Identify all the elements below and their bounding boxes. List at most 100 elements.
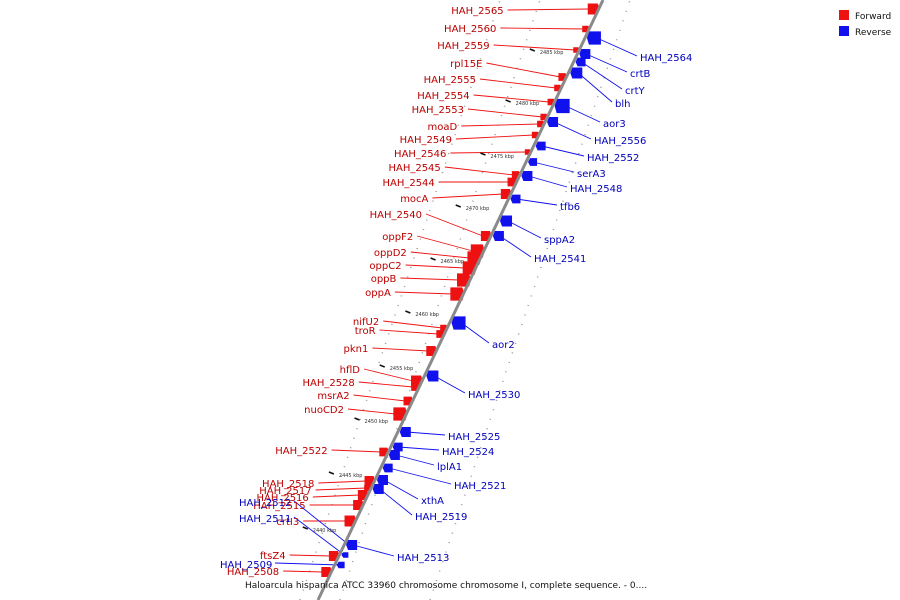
forward-gene-label[interactable]: HAH_2516: [256, 493, 308, 504]
forward-gene-leader: [410, 251, 470, 259]
reverse-gene-label[interactable]: crtB: [630, 69, 651, 80]
reverse-gene-arrow: [451, 316, 466, 330]
forward-gene-label[interactable]: nifU2: [353, 317, 379, 328]
forward-gene-label[interactable]: ftsZ4: [260, 551, 286, 562]
forward-gene-label[interactable]: HAH_2565: [451, 6, 503, 17]
reverse-gene-label[interactable]: HAH_2552: [587, 153, 639, 164]
reverse-gene-arrow: [382, 463, 393, 473]
reverse-gene-leader: [388, 467, 452, 485]
forward-gene-label[interactable]: HAH_2549: [400, 135, 452, 146]
forward-gene-label[interactable]: rpl15E: [450, 59, 482, 70]
forward-gene-leader: [394, 291, 453, 295]
reverse-gene-arrow: [535, 141, 546, 151]
forward-gene-label[interactable]: HAH_2517: [259, 486, 311, 497]
reverse-gene-leader: [532, 161, 575, 173]
forward-gene-label[interactable]: HAH_2515: [253, 501, 305, 512]
reverse-gene-label[interactable]: HAH_2521: [454, 481, 506, 492]
forward-gene-label[interactable]: hflD: [340, 365, 361, 376]
forward-gene-label[interactable]: HAH_2522: [275, 446, 327, 457]
reverse-gene-label[interactable]: HAH_2519: [415, 512, 467, 523]
forward-gene-leader: [347, 408, 396, 415]
reverse-gene-leader: [586, 53, 628, 73]
forward-gene-label[interactable]: HAH_2540: [370, 210, 422, 221]
tick-label: 2465 kbp: [441, 259, 465, 265]
forward-gene-label[interactable]: HAH_2554: [417, 91, 469, 102]
reverse-gene-label[interactable]: lplA1: [437, 462, 462, 473]
reverse-gene-leader: [274, 562, 341, 566]
reverse-gene-arrow: [521, 171, 533, 181]
forward-gene-leader: [500, 27, 585, 30]
forward-gene-leader: [507, 8, 590, 11]
forward-gene-leader: [379, 329, 439, 335]
forward-gene-label[interactable]: pkn1: [344, 344, 369, 355]
reverse-gene-label[interactable]: HAH_2564: [640, 53, 692, 64]
reverse-gene-leader: [383, 479, 419, 500]
reverse-gene-leader: [379, 488, 413, 516]
reverse-gene-leader: [293, 500, 350, 546]
forward-gene-label[interactable]: nuoCD2: [304, 405, 344, 416]
reverse-gene-label[interactable]: blh: [615, 99, 630, 110]
forward-gene-label[interactable]: HAH_2545: [388, 163, 440, 174]
forward-gene-leader: [455, 134, 534, 140]
reverse-gene-arrow: [336, 561, 345, 569]
forward-gene-label[interactable]: oppC2: [369, 261, 401, 272]
reverse-gene-leader: [541, 145, 585, 157]
forward-gene-leader: [383, 320, 443, 329]
forward-gene-label[interactable]: moaD: [428, 122, 458, 133]
forward-gene-leader: [493, 44, 576, 51]
forward-gene-label[interactable]: oppB: [371, 274, 397, 285]
forward-gene-label[interactable]: HAH_2528: [302, 378, 354, 389]
reverse-gene-label[interactable]: HAH_2530: [468, 390, 520, 401]
reverse-gene-label[interactable]: aor2: [492, 340, 515, 351]
legend: Forward Reverse: [839, 10, 892, 38]
forward-gene-label[interactable]: oppA: [365, 288, 391, 299]
reverse-gene-leader: [507, 220, 542, 239]
forward-gene-label[interactable]: HAH_2559: [437, 41, 489, 52]
forward-gene-label[interactable]: oppF2: [382, 232, 413, 243]
reverse-gene-label[interactable]: HAH_2541: [534, 254, 586, 265]
reverse-gene-label[interactable]: HAH_2509: [220, 560, 272, 571]
forward-gene-label[interactable]: msrA2: [317, 391, 349, 402]
forward-gene-leader: [425, 213, 484, 237]
reverse-gene-leader: [499, 235, 532, 258]
reverse-gene-label[interactable]: tfb6: [560, 202, 580, 213]
reverse-gene-label[interactable]: HAH_2513: [397, 553, 449, 564]
forward-gene-label[interactable]: HAH_2560: [444, 24, 496, 35]
reverse-gene-leader: [528, 175, 568, 188]
reverse-gene-leader: [395, 454, 435, 466]
forward-gene-label[interactable]: crtI3: [276, 517, 299, 528]
tick-label: 2440 kbp: [313, 528, 337, 534]
forward-gene-label[interactable]: HAH_2555: [424, 75, 476, 86]
forward-gene-leader: [289, 554, 331, 557]
forward-gene-label[interactable]: HAH_2508: [227, 567, 279, 578]
tick-mark: [505, 99, 511, 103]
reverse-gene-label[interactable]: crtY: [625, 86, 646, 97]
reverse-gene-label[interactable]: HAH_2548: [570, 184, 622, 195]
reverse-gene-label[interactable]: HAH_2524: [442, 447, 494, 458]
reverse-gene-label[interactable]: HAH_2556: [594, 136, 646, 147]
forward-gene-label[interactable]: HAH_2553: [412, 105, 464, 116]
reverse-gene-label[interactable]: xthA: [421, 496, 444, 507]
forward-gene-leader: [461, 123, 540, 127]
reverse-gene-label[interactable]: HAH_2512: [239, 498, 291, 509]
forward-gene-label[interactable]: HAH_2546: [394, 149, 446, 160]
reverse-gene-arrow: [528, 158, 538, 166]
reverse-gene-label[interactable]: sppA2: [544, 235, 575, 246]
forward-gene-label[interactable]: mocA: [400, 194, 428, 205]
reverse-gene-label[interactable]: HAH_2525: [448, 432, 500, 443]
forward-gene-label[interactable]: HAH_2544: [382, 178, 434, 189]
reverse-gene-label[interactable]: aor3: [603, 119, 626, 130]
tick-mark: [430, 257, 436, 261]
reverse-gene-arrow: [554, 98, 570, 114]
forward-gene-label[interactable]: HAH_2518: [262, 479, 314, 490]
tick-label: 2485 kbp: [540, 50, 564, 56]
forward-gene-label[interactable]: troR: [355, 326, 376, 337]
reverse-gene-label[interactable]: serA3: [577, 169, 606, 180]
map-caption: Haloarcula hispanica ATCC 33960 chromoso…: [245, 581, 647, 591]
reverse-gene-arrow: [392, 442, 403, 452]
forward-gene-leader: [473, 94, 550, 103]
reverse-gene-leader: [578, 72, 613, 103]
reverse-gene-arrow: [426, 370, 439, 382]
reverse-gene-label[interactable]: HAH_2511: [239, 514, 291, 525]
forward-gene-label[interactable]: oppD2: [374, 248, 407, 259]
